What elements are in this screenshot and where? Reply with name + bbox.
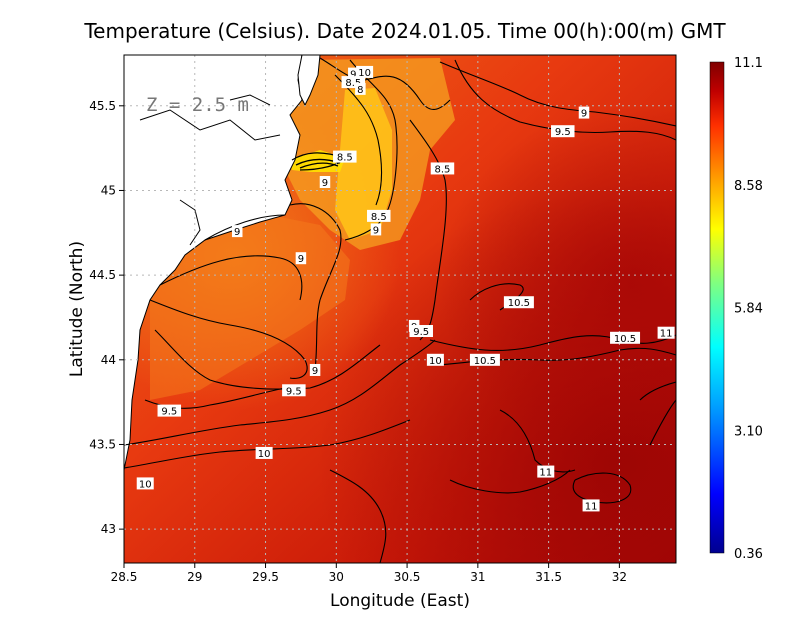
x-tick-label: 30 (329, 570, 344, 584)
contour-label: 10 (258, 449, 271, 460)
colorbar: 11.1 8.58 5.84 3.10 0.36 (709, 56, 763, 562)
contour-label: 9.5 (413, 327, 429, 338)
contour-label: 10.5 (508, 298, 530, 309)
y-tick-label: 44 (101, 353, 116, 367)
contour-label: 9 (312, 366, 318, 377)
contour-label: 9 (234, 227, 240, 238)
depth-label-text: Z = 2.5 m (146, 94, 249, 116)
contour-label: 11 (585, 501, 598, 512)
coastline-details (139, 94, 281, 246)
colorbar-tick-label: 5.84 (734, 302, 763, 317)
contour-label-bg (319, 176, 331, 188)
contour-label-bg (537, 465, 555, 478)
cool-plume-core (335, 88, 392, 240)
contour-label-bg (578, 106, 590, 119)
y-tick-label: 45 (101, 183, 116, 197)
contour-lines (124, 57, 676, 563)
contour-label-bg (367, 209, 391, 222)
colorbar-tick-label: 11.1 (734, 56, 763, 71)
contour-label-bg (610, 331, 641, 344)
contour-label-bg (657, 326, 675, 339)
plot-area: 1098.5899.58.58.598.599910.599.510.51110… (124, 55, 676, 563)
contour-label-bg (356, 65, 374, 78)
contour-label: 8.5 (337, 153, 353, 164)
chart-title: Temperature (Celsius). Date 2024.01.05. … (83, 19, 726, 43)
colorbar-gradient (709, 61, 725, 554)
x-axis-label: Longitude (East) (330, 591, 470, 611)
contour-labels: 1098.5899.58.58.598.599910.599.510.51110… (136, 65, 675, 512)
contour-label-bg (469, 353, 500, 366)
x-tick-label: 31 (470, 570, 485, 584)
contour-label: 8.5 (371, 212, 387, 223)
y-tick-label: 43.5 (89, 437, 116, 451)
contour-label-bg (136, 477, 154, 490)
contour-label: 9.5 (555, 127, 571, 138)
contour-label-bg (282, 384, 306, 397)
x-tick-label: 28.5 (111, 570, 138, 584)
contour-label: 9 (350, 70, 356, 81)
contour-label: 8.5 (435, 164, 451, 175)
x-tick-label: 29.5 (252, 570, 279, 584)
colorbar-ticks: 11.1 8.58 5.84 3.10 0.36 (734, 56, 763, 562)
contour-label: 11 (660, 329, 673, 340)
contour-label: 11 (539, 468, 552, 479)
contour-label-bg (255, 446, 273, 459)
y-tick-label: 45.5 (89, 99, 116, 113)
contour-label-bg (355, 82, 366, 95)
contour-label-bg (430, 162, 455, 175)
contour-label: 10.5 (614, 334, 636, 345)
contour-label: 8 (357, 85, 363, 96)
contour-label: 9 (373, 225, 379, 236)
y-axis-label: Latitude (North) (67, 241, 87, 377)
colorbar-tick-label: 3.10 (734, 424, 763, 439)
y-tick-label: 44.5 (89, 268, 116, 282)
plot-frame (123, 54, 677, 564)
contour-label-bg (370, 223, 382, 236)
contour-label: 9.5 (286, 386, 302, 397)
contour-label: 8.5 (345, 78, 361, 89)
x-tick-label: 32 (612, 570, 627, 584)
contour-label-bg (295, 252, 307, 265)
y-axis: 43 43.5 44 44.5 45 45.5 (89, 99, 124, 536)
contour-label-bg (551, 125, 575, 138)
contour-label-bg (157, 404, 182, 417)
x-tick-label: 31.5 (535, 570, 562, 584)
contour-label-bg (582, 499, 600, 512)
depth-label: Z = 2.5 m (146, 94, 249, 116)
contour-label: 10 (358, 68, 371, 79)
colorbar-tick-label: 0.36 (734, 547, 763, 562)
contour-label-bg (333, 150, 357, 163)
contour-label-bg (426, 353, 444, 366)
x-axis: 28.5 29 29.5 30 30.5 31 31.5 32 (111, 563, 627, 584)
contour-label: 9 (322, 178, 328, 189)
x-tick-label: 29 (187, 570, 202, 584)
contour-label-bg (348, 67, 359, 80)
contour-label: 9.5 (161, 407, 177, 418)
grid-lines (124, 55, 676, 563)
contour-label-bg (309, 363, 321, 376)
x-tick-label: 30.5 (394, 570, 421, 584)
contour-label-bg (503, 296, 534, 309)
contour-label: 10 (139, 479, 152, 490)
contour-label: 10 (429, 356, 442, 367)
land-crimea-tip (297, 55, 321, 107)
colorbar-tick-label: 8.58 (734, 179, 763, 194)
y-tick-label: 43 (101, 522, 116, 536)
contour-label: 10.5 (474, 356, 496, 367)
contour-label: 9 (581, 109, 587, 120)
contour-label-bg (409, 325, 433, 338)
contour-label-bg (231, 225, 243, 238)
contour-label: 9 (298, 254, 304, 265)
